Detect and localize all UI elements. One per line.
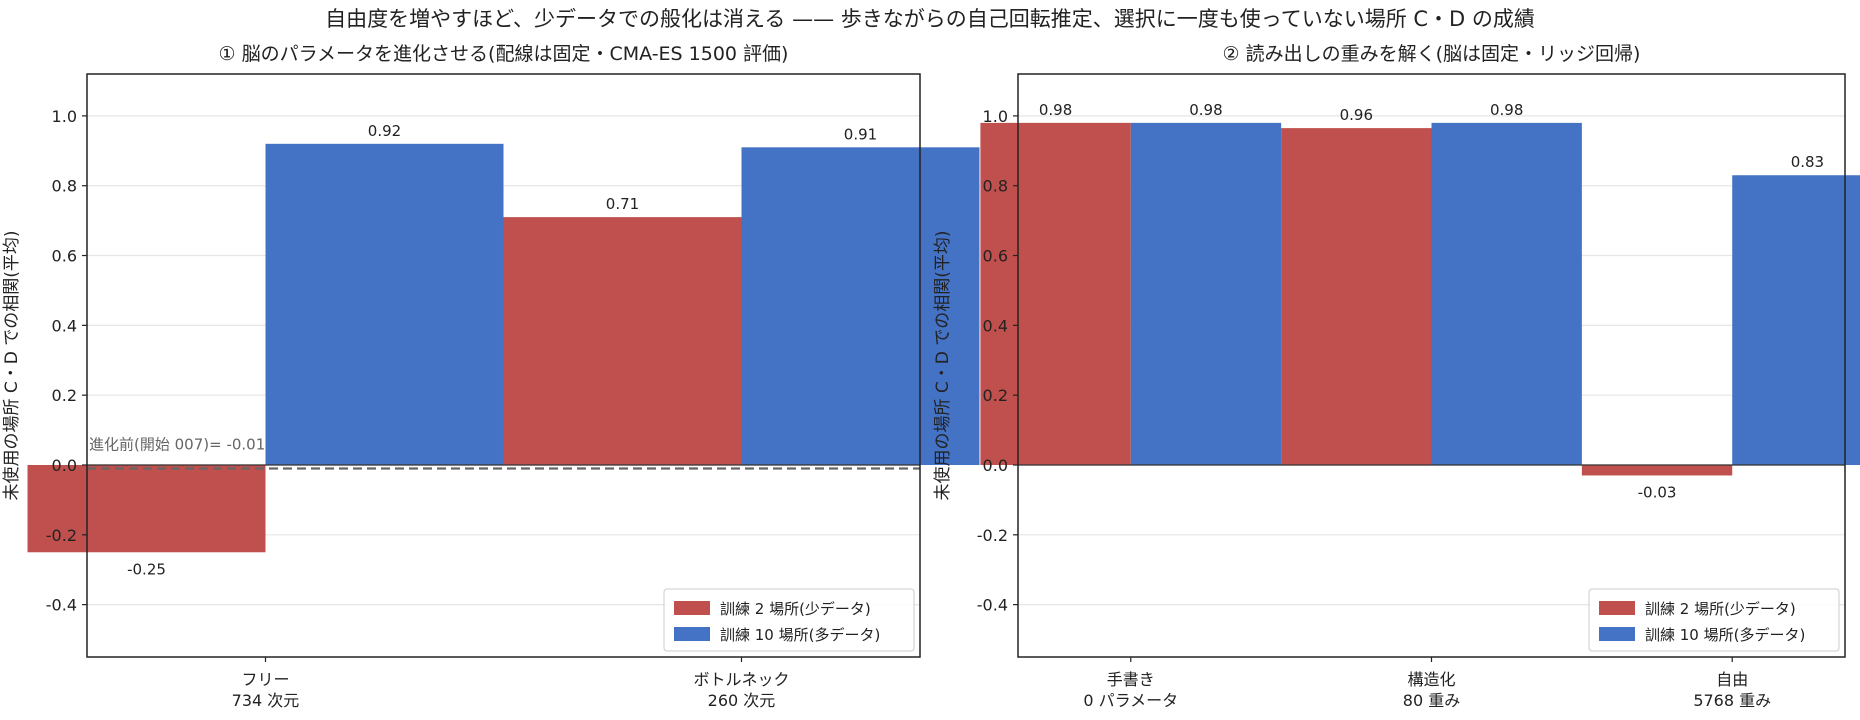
bar [1581, 464, 1733, 476]
bar [741, 147, 980, 465]
x-tick-label: 734 次元 [232, 691, 300, 710]
x-tick-label: 0 パラメータ [1083, 691, 1178, 710]
chart-panel-1: -0.25 0.71 0.92 0.91 進化前(開始 007)= -0.01 -0.4 -… [1, 43, 980, 710]
x-tick-label: 80 重み [1403, 691, 1460, 710]
legend-label: 訓練 10 場所(多データ) [720, 626, 880, 644]
bar [27, 464, 266, 553]
bar-value-label: 0.91 [844, 125, 877, 143]
y-tick-label: 0.0 [983, 456, 1008, 475]
y-tick-label: -0.4 [46, 596, 77, 615]
bar-value-label: 0.98 [1039, 101, 1072, 119]
legend: 訓練 2 場所(少データ) 訓練 10 場所(多データ) [663, 588, 915, 652]
legend-swatch [1599, 627, 1635, 641]
legend-box [1588, 588, 1840, 652]
x-tick-label: フリー [241, 670, 289, 689]
y-tick-label: 0.2 [52, 386, 77, 405]
bar [1130, 122, 1282, 465]
legend-swatch [674, 627, 710, 641]
bar-value-label: 0.96 [1340, 106, 1373, 124]
chart-title: ② 読み出しの重みを解く(脳は固定・リッジ回帰) [1223, 43, 1641, 65]
x-tick-label: 手書き [1107, 670, 1155, 689]
bar-value-label: 0.92 [368, 122, 401, 140]
bar [1281, 128, 1432, 465]
y-tick-label: 0.4 [983, 316, 1008, 335]
y-tick-label: 0.4 [52, 316, 77, 335]
plot-frame [86, 73, 921, 658]
x-tick-label: 5768 重み [1693, 691, 1771, 710]
y-tick-label: 0.6 [52, 247, 77, 266]
bar-value-label: -0.25 [127, 560, 166, 578]
x-tick-label: 構造化 [1407, 670, 1455, 689]
bar [265, 143, 504, 465]
x-tick-label: 自由 [1716, 670, 1748, 689]
bar [503, 217, 742, 465]
y-axis-label: 未使用の場所 C・D での相関(平均) [1, 230, 22, 500]
y-tick-label: 0.8 [983, 177, 1008, 196]
bar [1431, 122, 1582, 465]
legend-swatch [1599, 601, 1635, 615]
legend-box [663, 588, 915, 652]
legend: 訓練 2 場所(少データ) 訓練 10 場所(多データ) [1588, 588, 1840, 652]
bar-value-label: 0.98 [1189, 101, 1222, 119]
y-tick-label: 0.0 [52, 456, 77, 475]
y-tick-label: 0.8 [52, 177, 77, 196]
legend-label: 訓練 10 場所(多データ) [1645, 626, 1805, 644]
chart-title: ① 脳のパラメータを進化させる(配線は固定・CMA-ES 1500 評価) [219, 43, 789, 65]
y-tick-label: -0.2 [46, 526, 77, 545]
reference-line-label: 進化前(開始 007)= -0.01 [89, 435, 265, 453]
legend-label: 訓練 2 場所(少データ) [720, 600, 871, 618]
y-tick-label: 1.0 [52, 107, 77, 126]
bar-value-label: 0.71 [606, 195, 639, 213]
legend-swatch [674, 601, 710, 615]
figure-suptitle: 自由度を増やすほど、少データでの般化は消える —— 歩きながらの自己回転推定、選… [325, 7, 1535, 31]
bar-value-label: -0.03 [1638, 483, 1677, 501]
y-tick-label: -0.4 [977, 596, 1008, 615]
y-tick-label: -0.2 [977, 526, 1008, 545]
x-tick-label: 260 次元 [708, 691, 776, 710]
y-tick-label: 0.2 [983, 386, 1008, 405]
bar [1732, 175, 1860, 465]
bar [980, 122, 1131, 465]
y-tick-label: 1.0 [983, 107, 1008, 126]
bar-value-label: 0.83 [1791, 153, 1824, 171]
y-axis-label: 未使用の場所 C・D での相関(平均) [932, 230, 953, 500]
chart-panel-2: 0.98 0.96 -0.03 0.98 0.98 0.83 -0.4 -0.2 0.0 0.2 0… [932, 43, 1860, 710]
x-tick-label: ボトルネック [693, 670, 789, 689]
y-tick-label: 0.6 [983, 247, 1008, 266]
bar-value-label: 0.98 [1490, 101, 1523, 119]
legend-label: 訓練 2 場所(少データ) [1645, 600, 1796, 618]
